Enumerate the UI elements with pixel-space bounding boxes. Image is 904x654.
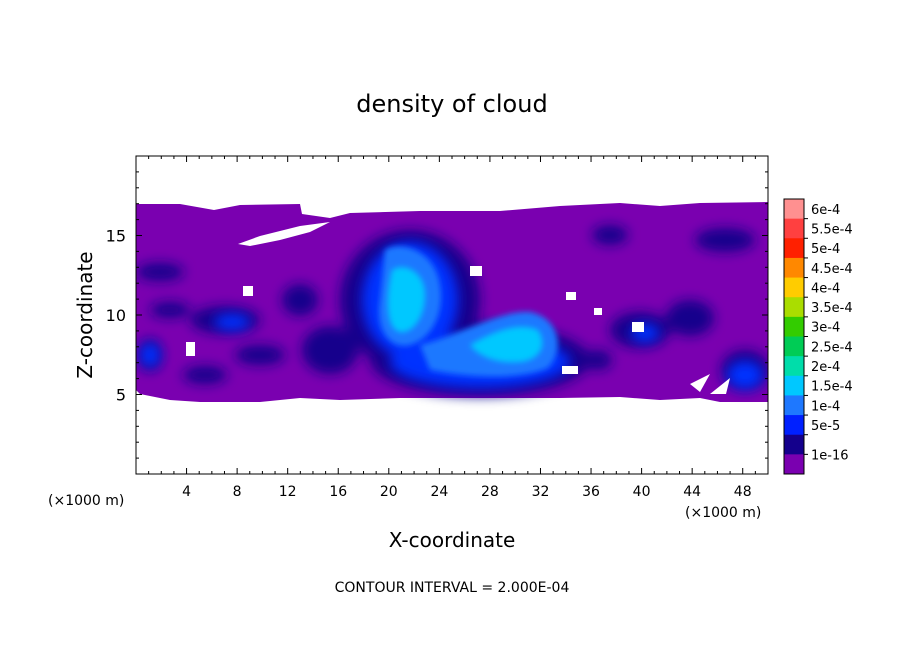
x-tick-label: 32 (532, 484, 550, 500)
x-tick-label: 4 (182, 484, 191, 500)
colorbar-label: 2.5e-4 (811, 340, 853, 355)
colorbar-swatch (784, 218, 804, 239)
colorbar-label: 5.5e-4 (811, 223, 853, 238)
colorbar-swatch (784, 375, 804, 396)
y-axis: 5 10 15 (106, 171, 768, 459)
x-tick-label: 24 (430, 484, 448, 500)
colorbar-swatch (784, 336, 804, 357)
x-tick-label: 8 (233, 484, 242, 500)
colorbar-swatch (784, 454, 804, 475)
x-tick-label: 12 (279, 484, 297, 500)
colorbar-swatch (784, 199, 804, 220)
y-axis-label: Z-coordinate (73, 251, 97, 378)
colorbar-label: 6e-4 (811, 203, 840, 218)
x-tick-label: 36 (582, 484, 600, 500)
colorbar-swatch (784, 395, 804, 416)
colorbar-swatch (784, 415, 804, 436)
colorbar-swatch (784, 316, 804, 337)
peak-density-core (387, 267, 543, 363)
x-tick-label: 44 (683, 484, 701, 500)
y-tick-label: 5 (116, 386, 126, 405)
y-tick-label: 15 (106, 227, 126, 246)
colorbar-label: 5e-5 (811, 419, 840, 434)
x-unit-left: (×1000 m) (48, 493, 124, 509)
x-tick-label: 16 (329, 484, 347, 500)
colorbar-label: 4e-4 (811, 281, 840, 296)
x-tick-label: 28 (481, 484, 499, 500)
chart-title: density of cloud (356, 90, 547, 118)
colorbar: 6e-4 5.5e-4 5e-4 4.5e-4 4e-4 3.5e-4 3e-4 2.5e-4… (783, 198, 853, 475)
x-axis-label: X-coordinate (389, 528, 516, 552)
plot-area (136, 202, 768, 402)
contour-interval: CONTOUR INTERVAL = 2.000E-04 (335, 580, 570, 596)
x-tick-label: 48 (734, 484, 752, 500)
colorbar-label: 3.5e-4 (811, 301, 853, 316)
colorbar-swatch (784, 434, 804, 455)
x-tick-label: 20 (380, 484, 398, 500)
colorbar-label: 4.5e-4 (811, 262, 853, 277)
y-tick-label: 10 (106, 306, 126, 325)
x-tick-label: 40 (633, 484, 651, 500)
colorbar-label: 1e-16 (811, 448, 849, 463)
x-unit-right: (×1000 m) (685, 505, 761, 521)
colorbar-label: 2e-4 (811, 360, 840, 375)
colorbar-label: 5e-4 (811, 242, 840, 257)
colorbar-swatch (784, 257, 804, 279)
gap-patches (186, 222, 730, 394)
colorbar-label: 1.5e-4 (811, 380, 853, 395)
x-axis: 4 8 12 16 20 24 28 32 36 40 44 48 (148, 156, 756, 500)
colorbar-swatch (784, 277, 804, 298)
colorbar-swatch (784, 356, 804, 377)
colorbar-label: 3e-4 (811, 321, 840, 336)
colorbar-swatch (784, 297, 804, 318)
colorbar-label: 1e-4 (811, 399, 840, 414)
colorbar-swatch (784, 238, 804, 259)
